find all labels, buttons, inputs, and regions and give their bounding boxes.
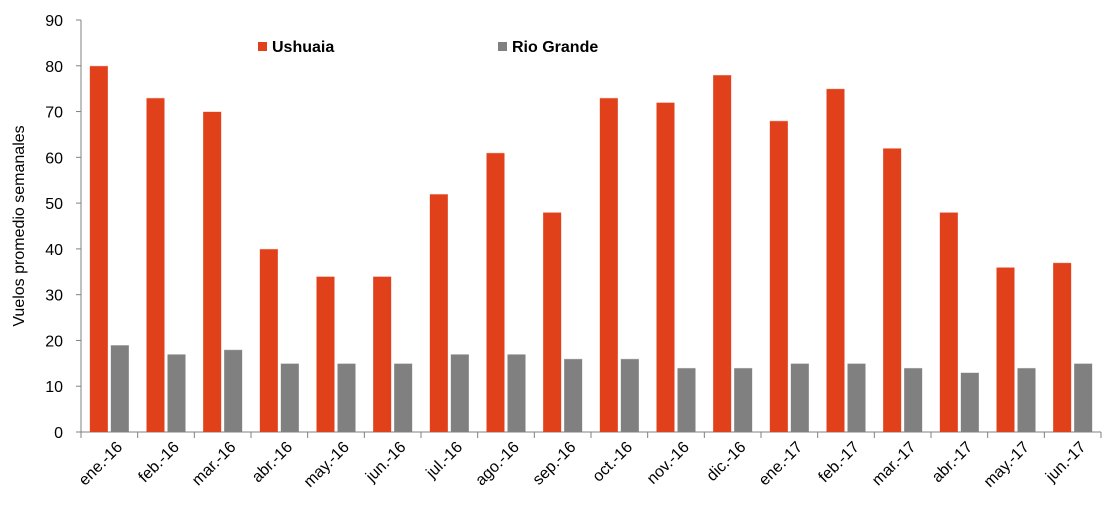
bar-ushuaia [429, 193, 448, 432]
y-axis-title-group: Vuelos promedio semanales [11, 125, 28, 326]
bar-rio-grande [224, 349, 243, 432]
x-tick-label: abr.-17 [929, 439, 976, 486]
y-tick-label: 80 [45, 59, 63, 76]
x-tick-label: ene.-16 [76, 439, 126, 489]
x-tick-label: dic.-16 [704, 439, 750, 485]
bar-rio-grande [280, 363, 299, 432]
x-tick-label: feb.-17 [816, 439, 863, 486]
x-tick-label: jun.-16 [362, 439, 409, 486]
x-tick-label: mar.-16 [189, 439, 239, 489]
x-tick-label: ene.-17 [756, 439, 806, 489]
bar-rio-grande [1074, 363, 1093, 432]
bar-rio-grande [960, 372, 979, 432]
x-tick-label: may.-16 [301, 439, 353, 491]
y-tick-label: 30 [45, 288, 63, 305]
x-tick-label: nov.-16 [644, 439, 693, 488]
legend-item-ushuaia: Ushuaia [258, 39, 334, 56]
bar-ushuaia [316, 276, 335, 432]
y-axis-title: Vuelos promedio semanales [11, 125, 28, 326]
bar-rio-grande [337, 363, 356, 432]
x-tick-label: feb.-16 [136, 439, 183, 486]
bar-rio-grande [564, 358, 583, 432]
bar-ushuaia [146, 97, 165, 433]
bar-rio-grande [167, 354, 186, 432]
bar-ushuaia [769, 120, 788, 432]
x-tick-label: jul.-16 [423, 439, 467, 483]
x-tick-label: jun.-17 [1042, 439, 1089, 486]
bar-ushuaia [259, 248, 278, 432]
bar-rio-grande [450, 354, 469, 432]
bar-ushuaia [713, 74, 732, 432]
x-tick-label: ago.-16 [472, 439, 522, 489]
y-tick-label: 20 [45, 333, 63, 350]
legend-swatch [498, 42, 507, 51]
bar-ushuaia [656, 102, 675, 433]
x-tick-label: may.-17 [981, 439, 1033, 491]
bar-ushuaia [883, 148, 902, 432]
x-tick-label: oct.-16 [590, 439, 637, 486]
y-tick-label: 90 [45, 13, 63, 30]
bar-rio-grande [734, 367, 753, 432]
bar-rio-grande [904, 367, 923, 432]
bar-ushuaia [939, 212, 958, 432]
bar-ushuaia [89, 65, 108, 433]
y-tick-label: 70 [45, 105, 63, 122]
bar-rio-grande [110, 345, 129, 432]
y-tick-label: 0 [54, 425, 63, 442]
x-tick-label: sep.-16 [530, 439, 580, 489]
bar-ushuaia [203, 111, 222, 433]
bar-ushuaia [996, 267, 1015, 432]
bar-rio-grande [790, 363, 809, 432]
bar-ushuaia [1053, 262, 1072, 432]
bar-ushuaia [826, 88, 845, 433]
bar-rio-grande [507, 354, 526, 432]
y-tick-label: 60 [45, 150, 63, 167]
y-tick-label: 40 [45, 242, 63, 259]
y-tick-label: 10 [45, 379, 63, 396]
x-tick-label: mar.-17 [869, 439, 919, 489]
bar-rio-grande [1017, 367, 1036, 432]
bar-rio-grande [394, 363, 413, 432]
bar-ushuaia [373, 276, 392, 432]
legend: Ushuaia Rio Grande [258, 39, 598, 56]
plot-area: 0 10 20 30 40 50 60 70 80 90 ene.-16 feb.-16 mar.-16… [45, 13, 1102, 491]
bar-ushuaia [543, 212, 562, 432]
legend-label: Ushuaia [272, 39, 334, 56]
y-tick-label: 50 [45, 196, 63, 213]
legend-label: Rio Grande [512, 39, 598, 56]
bar-ushuaia [599, 97, 618, 433]
legend-swatch [258, 42, 267, 51]
bar-ushuaia [486, 152, 505, 432]
x-tick-label: abr.-16 [249, 439, 296, 486]
bar-rio-grande [620, 358, 639, 432]
bar-rio-grande [847, 363, 866, 432]
legend-item-rio-grande: Rio Grande [498, 39, 598, 56]
bar-rio-grande [677, 367, 696, 432]
